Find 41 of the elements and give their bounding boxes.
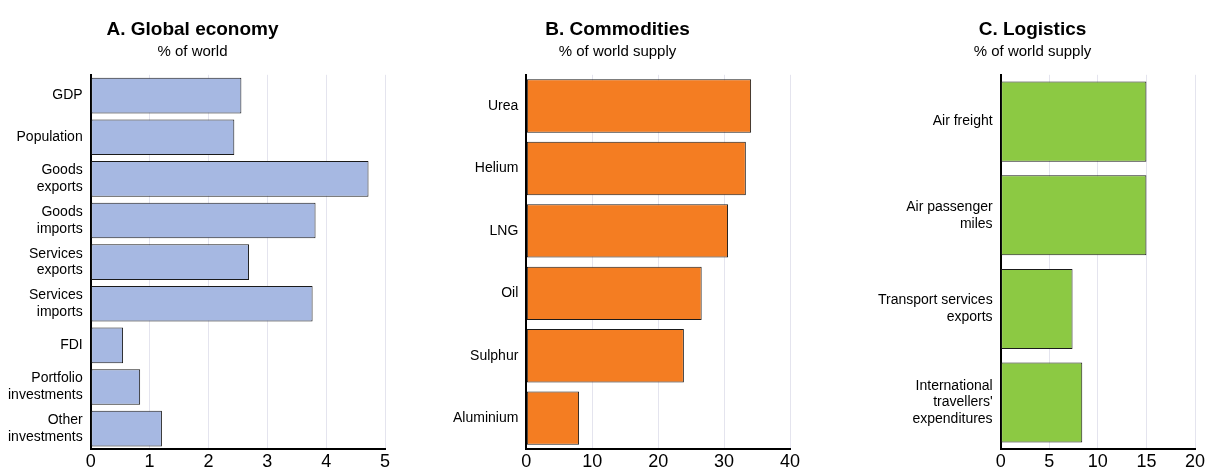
x-tick-label: 20 (1184, 451, 1206, 472)
x-tick-label: 15 (1136, 451, 1157, 472)
x-tick-label: 0 (521, 451, 532, 472)
y-tick-label: FDI (60, 336, 83, 353)
x-tick-label: 0 (85, 451, 96, 472)
x-tick-label: 0 (995, 451, 1006, 472)
y-tick-label: Aluminium (452, 409, 519, 426)
y-tick-label: Goods exports (36, 161, 83, 195)
y-tick-label: Population (16, 128, 83, 145)
chart-title: B. Commodities (545, 17, 690, 39)
x-tick-label: 10 (1087, 451, 1108, 472)
y-tick-label: Air freight (932, 112, 993, 129)
chart-subtitle: % of world (157, 41, 228, 59)
x-tick-label: 5 (1044, 451, 1055, 472)
y-tick-label: Urea (487, 96, 519, 113)
x-tick-label: 10 (582, 451, 603, 472)
y-tick-label: Transport services exports (878, 291, 993, 325)
y-tick-label: GDP (52, 86, 83, 103)
chart-title: C. Logistics (978, 17, 1087, 39)
x-tick-label: 20 (648, 451, 669, 472)
y-tick-label: Oil (501, 284, 519, 301)
x-tick-label: 1 (144, 451, 155, 472)
y-tick-label: Goods imports (36, 202, 83, 236)
y-tick-label: Air passenger miles (906, 197, 993, 231)
x-tick-label: 4 (321, 451, 332, 472)
y-tick-label: Portfolio investments (7, 369, 83, 403)
x-tick-label: 3 (262, 451, 273, 472)
y-tick-label: Helium (474, 159, 519, 176)
chart-title: A. Global economy (106, 17, 279, 39)
y-tick-label: Other investments (7, 411, 84, 444)
y-tick-label: Services imports (29, 286, 83, 319)
y-tick-label: International travellers' expenditures (912, 376, 993, 427)
x-tick-label: 2 (203, 451, 214, 472)
x-tick-label: 30 (714, 451, 735, 472)
chart-subtitle: % of world supply (558, 41, 677, 59)
y-tick-label: LNG (489, 221, 519, 238)
x-tick-label: 40 (779, 451, 801, 472)
chart-subtitle: % of world supply (973, 41, 1092, 59)
y-tick-label: Services exports (29, 244, 83, 278)
y-tick-label: Sulphur (470, 346, 519, 363)
x-tick-label: 5 (379, 451, 391, 472)
